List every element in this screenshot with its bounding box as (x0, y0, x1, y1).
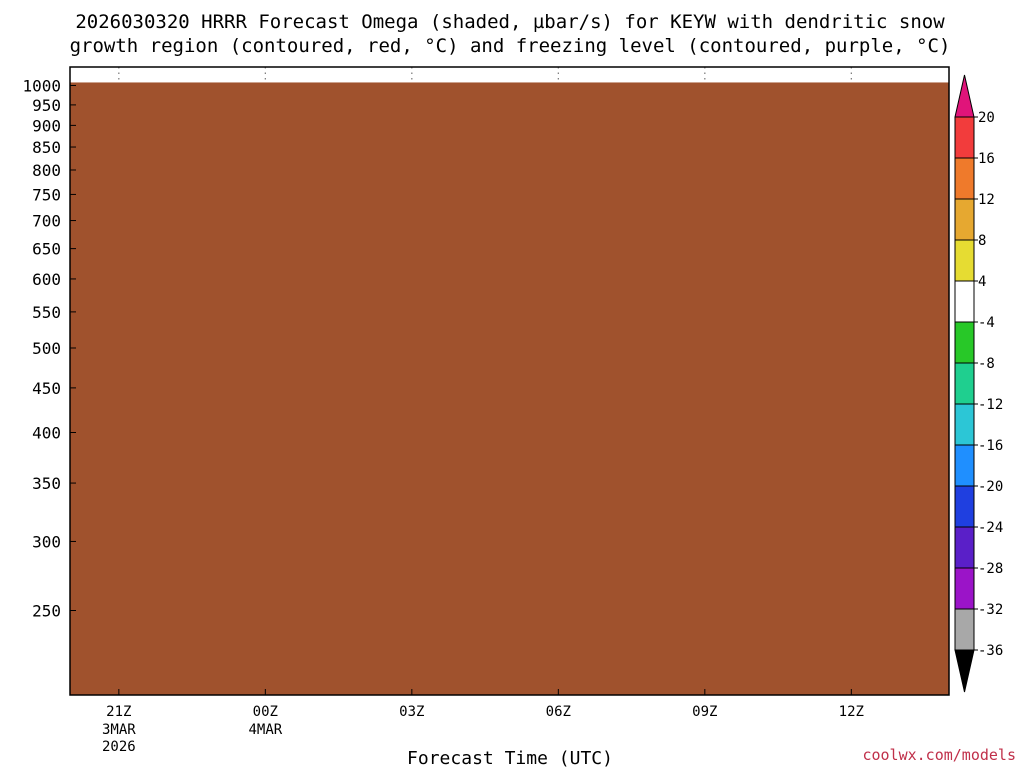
colorbar-segment-2 (954, 198, 975, 241)
colorbar-label--24: -24 (978, 520, 1003, 536)
plot-frame (69, 66, 950, 696)
x-tick-label-12Z: 12Z (839, 704, 864, 720)
x-tick-label-21Z: 21Z (106, 704, 131, 720)
colorbar-label--28: -28 (978, 561, 1003, 577)
y-tick-label-800: 800 (32, 161, 61, 180)
x-tick-label-00Z: 00Z (253, 704, 278, 720)
colorbar-segment-6 (954, 362, 975, 405)
y-tick-label-400: 400 (32, 423, 61, 442)
colorbar-segment-1 (954, 157, 975, 200)
x-tick-label-03Z: 03Z (399, 704, 424, 720)
chart-title-line-1: 2026030320 HRRR Forecast Omega (shaded, … (75, 11, 945, 33)
credit-link[interactable]: coolwx.com/models (862, 746, 1016, 764)
colorbar-segment-9 (954, 485, 975, 528)
colorbar-label-4: 4 (978, 274, 986, 290)
y-tick-label-500: 500 (32, 339, 61, 358)
y-axis-ticks: 250 300 350 400 450 500 550 600 650 700 750 800 850 9… (22, 76, 76, 620)
y-tick-label-350: 350 (32, 474, 61, 493)
colorbar-label--20: -20 (978, 479, 1003, 495)
y-tick-label-450: 450 (32, 379, 61, 398)
colorbar-segment-3 (954, 239, 975, 282)
colorbar-segment-12 (954, 608, 975, 651)
x-tick-date-21Z: 3MAR (102, 722, 136, 738)
colorbar-label-20: 20 (978, 110, 995, 126)
y-tick-label-300: 300 (32, 532, 61, 551)
y-tick-label-700: 700 (32, 212, 61, 231)
colorbar-label--32: -32 (978, 602, 1003, 618)
colorbar-segment-0 (954, 116, 975, 159)
colorbar-label--4: -4 (978, 315, 995, 331)
x-tick-label-09Z: 09Z (692, 704, 717, 720)
y-tick-label-250: 250 (32, 601, 61, 620)
x-tick-date-00Z: 4MAR (248, 722, 282, 738)
colorbar-label--16: -16 (978, 438, 1003, 454)
colorbar-segment-4 (954, 280, 975, 323)
colorbar-label-8: 8 (978, 233, 986, 249)
y-tick-label-900: 900 (32, 116, 61, 135)
colorbar-label-12: 12 (978, 192, 995, 208)
y-tick-label-650: 650 (32, 240, 61, 259)
y-tick-label-550: 550 (32, 303, 61, 322)
y-tick-label-1000: 1000 (22, 76, 61, 95)
x-tick-year-21Z: 2026 (102, 739, 136, 755)
y-tick-label-750: 750 (32, 185, 61, 204)
colorbar-label-16: 16 (978, 151, 995, 167)
colorbar-top-arrow (954, 74, 975, 118)
y-tick-label-600: 600 (32, 270, 61, 289)
colorbar-bottom-arrow (954, 649, 975, 693)
x-axis-label: Forecast Time (UTC) (407, 748, 613, 768)
ground-bar (70, 82, 949, 695)
colorbar-segment-10 (954, 526, 975, 569)
colorbar-segment-5 (954, 321, 975, 364)
colorbar-label--8: -8 (978, 356, 995, 372)
x-tick-label-06Z: 06Z (546, 704, 571, 720)
chart-title-line-2: growth region (contoured, red, °C) and f… (70, 35, 951, 57)
colorbar-segment-11 (954, 567, 975, 610)
y-tick-label-950: 950 (32, 96, 61, 115)
colorbar-segment-8 (954, 444, 975, 487)
colorbar-segment-7 (954, 403, 975, 446)
colorbar: 20 16 12 8 4 -4 -8 -12 -16 -20 -24 -28 -32 -36 (954, 74, 1003, 693)
y-tick-label-850: 850 (32, 138, 61, 157)
colorbar-label--12: -12 (978, 397, 1003, 413)
colorbar-label--36: -36 (978, 643, 1003, 659)
